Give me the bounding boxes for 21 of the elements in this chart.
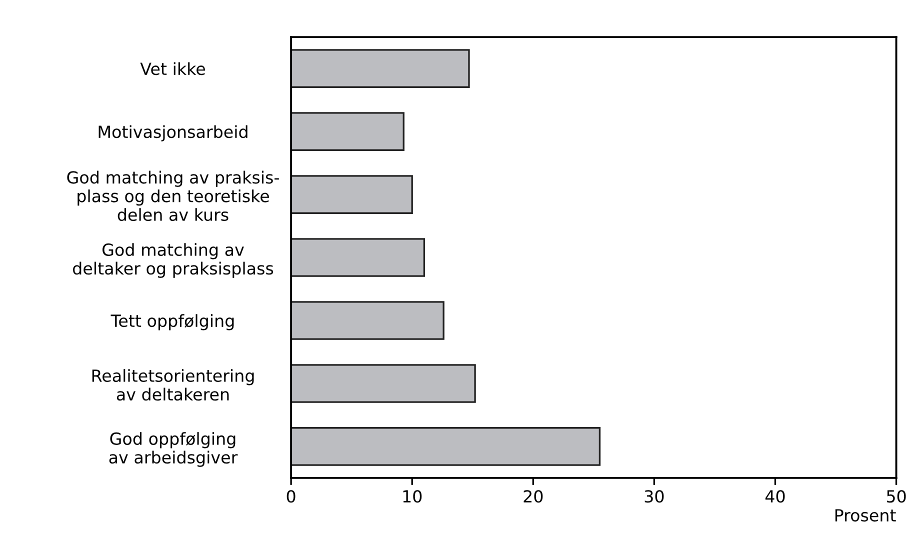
x-tick-label: 50 [886,490,906,503]
y-tick-label: God oppfølging av arbeidsgiver [109,432,238,467]
x-tick-label: 30 [644,490,664,503]
bar [291,238,426,277]
x-tick-label: 20 [524,490,543,503]
bar [291,112,404,151]
x-axis-title: Prosent [835,509,896,522]
bar [291,175,413,214]
y-tick-label: Tett oppfølging [110,314,234,330]
y-tick-label: Realitetsorientering av deltakeren [92,369,254,401]
bar [291,49,470,88]
x-tick-label: 40 [765,490,785,503]
x-tick-label: 0 [286,490,296,503]
y-tick-label: Vet ikke [140,62,206,76]
y-tick-label: God matching av deltaker og praksisplass [73,243,274,278]
bar [291,364,476,403]
y-tick-label: God matching av praksis- plass og den teoretiske delen av kurs [67,170,279,222]
y-tick-label: Motivasjonsarbeid [98,125,248,142]
x-tick-label: 10 [403,490,422,503]
bar [291,301,444,340]
bar [291,427,601,466]
